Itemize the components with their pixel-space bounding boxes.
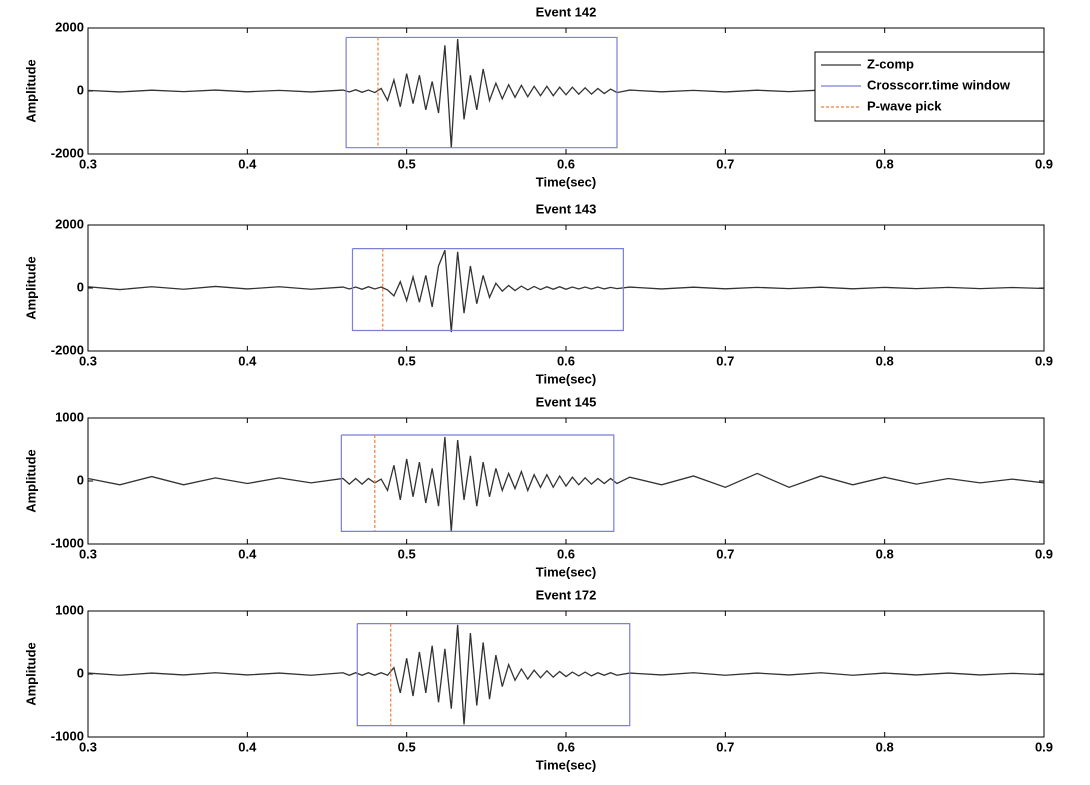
plot-frame (87, 610, 1045, 738)
y-axis-label: Amplitude (23, 642, 38, 706)
y-tick-label: 1000 (55, 409, 84, 424)
x-tick-label: 0.8 (876, 546, 894, 561)
x-tick-label: 0.8 (876, 156, 894, 171)
x-tick-label: 0.8 (876, 353, 894, 368)
x-axis-label: Time(sec) (536, 371, 596, 386)
x-tick-label: 0.3 (79, 739, 97, 754)
chart-title: Event 172 (536, 587, 597, 602)
y-tick-label: 2000 (55, 19, 84, 34)
y-tick-label: -2000 (51, 145, 84, 160)
y-axis-label: Amplitude (23, 59, 38, 123)
chart-title: Event 142 (536, 4, 597, 19)
window-box (340, 434, 615, 532)
waveform-line (87, 436, 1045, 532)
legend-label: Crosscorr.time window (867, 77, 1011, 92)
y-tick-label: 0 (77, 472, 84, 487)
x-tick-label: 0.7 (716, 546, 734, 561)
x-tick-label: 0.4 (238, 353, 257, 368)
waveform-line (87, 624, 1045, 725)
x-tick-label: 0.4 (238, 156, 257, 171)
plot-frame (87, 417, 1045, 545)
x-tick-label: 0.6 (557, 156, 575, 171)
x-tick-label: 0.5 (398, 353, 416, 368)
x-tick-label: 0.9 (1035, 546, 1053, 561)
x-tick-label: 0.9 (1035, 739, 1053, 754)
window-box (351, 248, 624, 332)
window-box (345, 36, 618, 149)
x-tick-label: 0.3 (79, 546, 97, 561)
x-axis-label: Time(sec) (536, 757, 596, 772)
x-tick-label: 0.3 (79, 353, 97, 368)
y-axis-label: Amplitude (23, 256, 38, 320)
y-tick-label: -1000 (51, 535, 84, 550)
waveform-line (87, 38, 1045, 148)
y-tick-label: 0 (77, 82, 84, 97)
x-axis-label: Time(sec) (536, 174, 596, 189)
y-tick-label: 0 (77, 665, 84, 680)
window-box (356, 623, 631, 727)
x-tick-label: 0.6 (557, 353, 575, 368)
x-tick-label: 0.6 (557, 739, 575, 754)
x-tick-label: 0.9 (1035, 156, 1053, 171)
legend-label: Z-comp (867, 56, 914, 71)
x-axis-label: Time(sec) (536, 564, 596, 579)
x-tick-label: 0.5 (398, 546, 416, 561)
x-tick-label: 0.8 (876, 739, 894, 754)
x-tick-label: 0.6 (557, 546, 575, 561)
y-tick-label: 2000 (55, 216, 84, 231)
x-tick-label: 0.7 (716, 739, 734, 754)
y-tick-label: 1000 (55, 602, 84, 617)
y-tick-label: 0 (77, 279, 84, 294)
y-axis-label: Amplitude (23, 449, 38, 513)
x-tick-label: 0.7 (716, 353, 734, 368)
x-tick-label: 0.3 (79, 156, 97, 171)
y-tick-label: -1000 (51, 728, 84, 743)
chart-title: Event 145 (536, 394, 597, 409)
x-tick-label: 0.4 (238, 739, 257, 754)
y-tick-label: -2000 (51, 342, 84, 357)
x-tick-label: 0.7 (716, 156, 734, 171)
legend-label: P-wave pick (867, 98, 942, 113)
x-tick-label: 0.5 (398, 739, 416, 754)
x-tick-label: 0.9 (1035, 353, 1053, 368)
x-tick-label: 0.4 (238, 546, 257, 561)
chart-title: Event 143 (536, 201, 597, 216)
x-tick-label: 0.5 (398, 156, 416, 171)
waveform-line (87, 249, 1045, 333)
